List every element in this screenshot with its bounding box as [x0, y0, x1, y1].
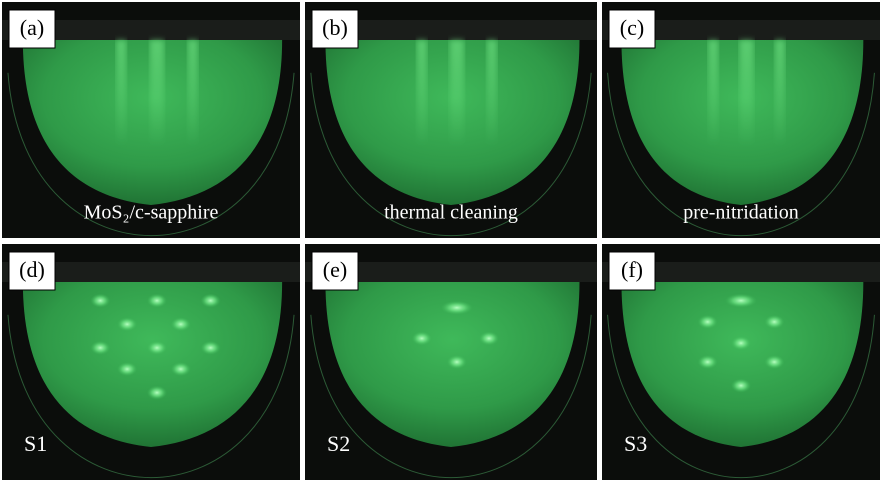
rheed-panel: (c) pre-nitridation	[602, 2, 880, 238]
diffraction-spot	[698, 355, 718, 369]
panel-label: (a)	[20, 15, 44, 40]
diffraction-spot	[412, 331, 432, 345]
panel-label: (d)	[19, 257, 45, 282]
diffraction-spot	[90, 341, 110, 355]
diffraction-spot	[147, 341, 167, 355]
diffraction-spot	[441, 301, 473, 315]
diffraction-streak	[188, 40, 198, 146]
rheed-panel: (f) S3	[602, 244, 880, 480]
diffraction-spot	[764, 315, 784, 329]
sample-label: S3	[624, 431, 647, 456]
diffraction-streak	[150, 40, 164, 146]
diffraction-spot	[201, 341, 221, 355]
rheed-figure: (a) MoS₂/c-sapphire (b) thermal cleaning (c)…	[0, 0, 882, 482]
diffraction-streak	[740, 40, 754, 146]
sample-label: S1	[24, 431, 47, 456]
panel-caption: MoS₂/c-sapphire	[84, 202, 219, 224]
panel-label: (e)	[323, 257, 347, 282]
diffraction-spot	[698, 315, 718, 329]
panel-caption: thermal cleaning	[384, 202, 518, 224]
diffraction-spot	[147, 386, 167, 400]
rheed-panel: (b) thermal cleaning	[305, 2, 597, 238]
panel-label: (b)	[322, 15, 348, 40]
diffraction-streak	[775, 40, 785, 146]
diffraction-spot	[764, 355, 784, 369]
diffraction-spot	[117, 317, 137, 331]
rheed-panel: (a) MoS₂/c-sapphire	[2, 2, 300, 238]
diffraction-spot	[447, 355, 467, 369]
rheed-panel: (e) S2	[305, 244, 597, 480]
diffraction-streak	[417, 40, 427, 146]
diffraction-streak	[450, 40, 464, 146]
diffraction-spot	[731, 336, 751, 350]
diffraction-spot	[147, 294, 167, 308]
diffraction-spot	[171, 362, 191, 376]
diffraction-spot	[731, 379, 751, 393]
diffraction-spot	[725, 294, 757, 308]
rheed-panel: (d) S1	[2, 244, 300, 480]
diffraction-streak	[487, 40, 497, 146]
panel-label: (f)	[621, 257, 643, 282]
diffraction-streak	[708, 40, 718, 146]
panel-caption: pre-nitridation	[683, 202, 799, 224]
diffraction-spot	[90, 294, 110, 308]
diffraction-spot	[171, 317, 191, 331]
diffraction-spot	[117, 362, 137, 376]
diffraction-streak	[116, 40, 126, 146]
diffraction-spot	[201, 294, 221, 308]
sample-label: S2	[327, 431, 350, 456]
panel-label: (c)	[620, 15, 644, 40]
diffraction-spot	[479, 331, 499, 345]
